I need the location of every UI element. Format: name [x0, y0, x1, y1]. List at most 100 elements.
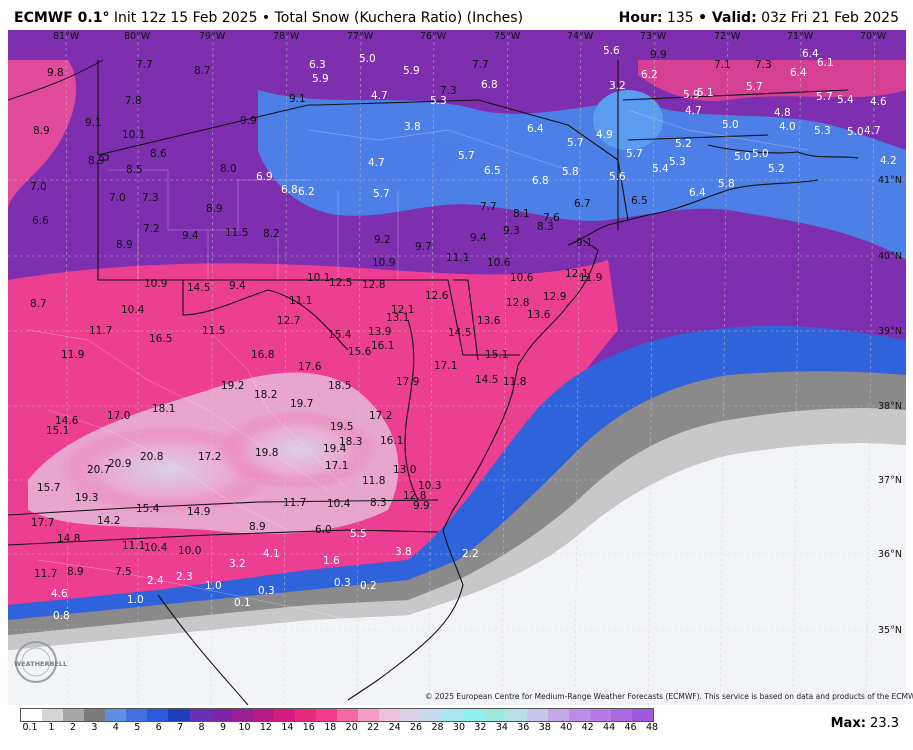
snow-value-label: 5.0 — [359, 53, 376, 65]
colorbar-swatch — [547, 709, 569, 721]
snow-value-label: 8.5 — [126, 164, 143, 176]
snow-value-label: 8.9 — [67, 566, 84, 578]
snow-value-label: 2.4 — [147, 575, 164, 587]
snow-value-label: 4.7 — [368, 157, 385, 169]
blue-snow-light-2 — [348, 130, 468, 190]
snow-value-label: 0.2 — [360, 580, 377, 592]
snow-value-label: 12.5 — [329, 277, 352, 289]
snow-value-label: 12.1 — [391, 304, 414, 316]
colorbar-swatch — [400, 709, 422, 721]
snow-value-label: 15.6 — [348, 346, 372, 358]
colorbar-label: 5 — [134, 722, 141, 733]
lat-tick-label: 37°N — [878, 475, 902, 486]
snow-value-label: 9.2 — [374, 234, 391, 246]
snow-value-label: 5.4 — [652, 163, 669, 175]
snow-value-label: 11.8 — [362, 475, 385, 487]
snow-value-label: 6.2 — [298, 186, 315, 198]
snow-value-label: 5.2 — [675, 138, 692, 150]
latitude-ticks: 41°N 40°N 39°N 38°N 37°N 36°N 35°N — [878, 175, 902, 636]
lon-tick-label: 78°W — [273, 31, 300, 42]
colorbar-label: 4 — [112, 722, 119, 733]
snow-value-label: 11.5 — [225, 227, 248, 239]
snow-value-label: 10.9 — [372, 257, 395, 269]
colorbar-swatch — [442, 709, 464, 721]
snow-value-label: 6.9 — [256, 171, 273, 183]
colorbar-swatch — [631, 709, 653, 721]
colorbar-swatch — [379, 709, 401, 721]
colorbar-label: 22 — [367, 722, 380, 733]
lat-tick-label: 41°N — [878, 175, 902, 186]
snow-value-label: 12.9 — [543, 291, 566, 303]
colorbar-swatch — [168, 709, 190, 721]
lon-tick-label: 77°W — [347, 31, 374, 42]
snow-value-label: 10.6 — [510, 272, 534, 284]
snow-value-label: 1.0 — [205, 580, 222, 592]
snow-value-label: 6.3 — [309, 59, 326, 71]
snow-value-label: 14.9 — [187, 506, 210, 518]
map-title: ECMWF 0.1° Init 12z 15 Feb 2025 • Total … — [14, 10, 523, 26]
snow-value-label: 16.8 — [251, 349, 274, 361]
snow-value-label: 11.9 — [579, 272, 602, 284]
snow-value-label: 11.9 — [61, 349, 84, 361]
colorbar-label: 9 — [220, 722, 227, 733]
blue-snow-light — [593, 90, 663, 150]
colorbar-swatch — [252, 709, 274, 721]
pink-northwest — [8, 60, 77, 210]
snow-value-label: 4.6 — [870, 96, 887, 108]
snow-value-label: 5.0 — [722, 119, 739, 131]
max-value: 23.3 — [870, 716, 899, 731]
snow-value-label: 5.7 — [626, 148, 643, 160]
snow-value-label: 5.2 — [768, 163, 785, 175]
colorbar-swatch — [463, 709, 485, 721]
snow-value-label: 7.7 — [472, 59, 489, 71]
colorbar-label: 28 — [431, 722, 444, 733]
snow-value-label: 11.1 — [289, 295, 312, 307]
snow-value-labels: 9.8 7.7 8.7 6.3 5.9 5.0 5.9 7.3 7.7 6.8 5.6 9.9 7.1 7… — [30, 45, 897, 622]
snow-value-label: 6.8 — [481, 79, 498, 91]
snow-value-label: 5.3 — [814, 125, 831, 137]
snow-value-label: 19.7 — [290, 398, 313, 410]
colorbar-swatch — [42, 709, 64, 721]
snow-value-label: 0.1 — [234, 597, 251, 609]
state-borders — [8, 60, 849, 705]
lon-tick-label: 75°W — [494, 31, 521, 42]
snow-value-label: 18.2 — [254, 389, 277, 401]
snow-value-label: 5.9 — [312, 73, 329, 85]
colorbar-label: 10 — [238, 722, 251, 733]
snow-value-label: 6.2 — [641, 69, 658, 81]
snowfall-map[interactable]: 81°W 80°W 79°W 78°W 77°W 76°W 75°W 74°W … — [8, 30, 906, 705]
lon-tick-label: 70°W — [860, 31, 887, 42]
colorbar-label: 6 — [155, 722, 162, 733]
colorbar-swatch — [505, 709, 527, 721]
snow-value-label: 14.5 — [475, 374, 498, 386]
snow-value-label: 19.8 — [255, 447, 278, 459]
snow-value-label: 8.2 — [263, 228, 280, 240]
colorbar-label: 14 — [281, 722, 294, 733]
snow-value-label: 11.5 — [202, 325, 225, 337]
snow-value-label: 8.9 — [249, 521, 266, 533]
colorbar-label: 20 — [345, 722, 358, 733]
snow-value-label: 4.0 — [779, 121, 796, 133]
snow-value-label: 19.4 — [323, 443, 347, 455]
max-label: Max: — [830, 716, 866, 731]
snow-value-label: 17.1 — [434, 360, 457, 372]
valid-label: • Valid: — [698, 10, 757, 26]
snow-value-label: 4.2 — [880, 155, 897, 167]
snow-value-label: 11.7 — [283, 497, 306, 509]
colorbar-label: 40 — [560, 722, 573, 733]
lon-tick-label: 80°W — [124, 31, 151, 42]
snow-value-label: 6.4 — [527, 123, 544, 135]
snow-value-label: 17.7 — [31, 517, 54, 529]
lat-tick-label: 40°N — [878, 251, 902, 262]
snow-value-label: 14.2 — [97, 515, 120, 527]
snow-value-label: 12.8 — [506, 297, 529, 309]
snow-value-label: 15.4 — [328, 329, 352, 341]
snow-value-label: 4.1 — [263, 548, 280, 560]
snow-value-label: 6.4 — [689, 187, 706, 199]
snow-value-label: 17.9 — [396, 376, 419, 388]
colorbar-swatch — [336, 709, 358, 721]
snow-value-label: 5.9 — [683, 89, 700, 101]
colorbar-label: 3 — [91, 722, 98, 733]
colorbar-swatch — [294, 709, 316, 721]
colorbar-swatch — [210, 709, 232, 721]
